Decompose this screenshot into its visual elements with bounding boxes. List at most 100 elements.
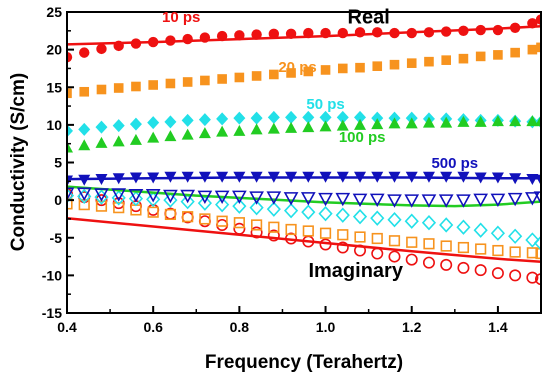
50-ps-imaginary-point <box>404 213 419 229</box>
y-tick-label: 25 <box>46 4 62 20</box>
50-ps-real-point <box>354 110 367 124</box>
20-ps-imaginary-point <box>440 240 452 252</box>
100-ps-real-point <box>405 117 418 129</box>
y-axis-title: Conductivity (S/cm) <box>8 73 29 251</box>
500-ps-imaginary-point <box>232 190 247 205</box>
50-ps-imaginary-point <box>473 222 488 238</box>
10-ps-imaginary-point <box>491 267 504 280</box>
20-ps-real-point <box>217 74 227 84</box>
10-ps-imaginary-point <box>526 271 539 284</box>
y-axis-ticks: -15 -10 -5 0 5 10 15 20 25 <box>42 4 74 321</box>
50-ps-real-point <box>285 110 298 124</box>
y-tick-label: 0 <box>54 192 62 208</box>
100-ps-real-point <box>233 124 246 136</box>
100-ps-real-point <box>336 119 349 131</box>
20-ps-real-point <box>536 42 541 53</box>
100-ps-real-point <box>354 118 367 130</box>
500-ps-imaginary-point <box>456 194 471 208</box>
20-ps-real-point <box>286 68 296 78</box>
50-ps-real-point <box>129 117 142 131</box>
50-ps-real-point <box>371 111 384 125</box>
500-ps-real-point <box>78 174 91 186</box>
50-ps-imaginary-point <box>215 196 230 213</box>
100-ps-real-point <box>509 115 522 127</box>
100-ps-real-point <box>198 127 211 139</box>
100-ps-real-point <box>440 116 453 128</box>
50-ps-imaginary-point <box>301 204 316 220</box>
20-ps-real-point <box>320 65 331 75</box>
50-ps-imaginary-point <box>439 217 454 233</box>
50-ps-imaginary-point <box>283 202 299 219</box>
10-ps-real-series <box>67 14 541 63</box>
500-ps-imaginary-point <box>421 194 437 208</box>
20-ps-imaginary-point <box>285 223 297 236</box>
10-ps-imaginary-point <box>336 241 349 254</box>
x-tick-label: 1.4 <box>488 319 508 335</box>
10-ps-real-point <box>79 47 90 58</box>
50-ps-imaginary-point <box>94 189 109 205</box>
10-ps-real-point <box>268 28 280 40</box>
500-ps-imaginary-point <box>128 189 144 203</box>
20-ps-real-point <box>251 71 262 81</box>
x-tick-label: 1.0 <box>316 319 336 335</box>
20-ps-real-point <box>67 88 72 99</box>
100-ps-real-point <box>164 130 177 142</box>
500-ps-imaginary-point <box>525 192 540 206</box>
20-ps-real-point <box>406 58 417 68</box>
500-ps-imaginary-point <box>387 194 402 208</box>
x-axis-title: Frequency (Terahertz) <box>205 352 403 373</box>
10-ps-imaginary-point <box>95 194 108 207</box>
100-ps-imaginary-fit-line <box>67 185 541 208</box>
50-ps-imaginary-point <box>533 235 541 251</box>
50-ps-real-point <box>95 120 108 134</box>
10-ps-imaginary-point <box>509 269 522 282</box>
50-ps-real-point <box>147 116 160 130</box>
20-ps-imaginary-point <box>164 208 177 221</box>
20-ps-real-point <box>493 50 503 60</box>
20-ps-imaginary-point <box>233 217 245 229</box>
50-ps-imaginary-point <box>111 190 126 206</box>
10-ps-imaginary-point <box>250 226 263 239</box>
50-ps-imaginary-point <box>197 195 212 211</box>
20-ps-real-point <box>96 84 107 95</box>
y-tick-label: -15 <box>42 305 62 321</box>
20-ps-imaginary-point <box>475 243 487 255</box>
50-ps-real-point <box>164 115 177 129</box>
100-ps-real-point <box>216 125 229 137</box>
50-ps-imaginary-point <box>508 228 523 244</box>
plot-marks <box>67 14 541 286</box>
50-ps-real-point <box>198 113 211 127</box>
20-ps-real-point <box>165 78 176 89</box>
500-ps-imaginary-point <box>300 192 316 206</box>
50-ps-imaginary-point <box>387 212 402 228</box>
20-ps-imaginary-point <box>147 206 159 218</box>
20-ps-real-point <box>527 44 538 55</box>
50-ps-real-point <box>302 110 315 124</box>
20-ps-imaginary-point <box>423 238 435 250</box>
y-tick-label: 5 <box>54 155 62 171</box>
500-ps-imaginary-point <box>266 191 282 205</box>
20-ps-imaginary-point <box>535 247 541 260</box>
20-ps-imaginary-point <box>354 231 366 243</box>
20-ps-imaginary-point <box>251 219 263 231</box>
50-ps-imaginary-point <box>180 193 195 210</box>
10-ps-real-point <box>492 24 504 36</box>
100-ps-real-point <box>95 136 108 148</box>
500-ps-imaginary-series <box>67 187 541 208</box>
x-tick-label: 1.2 <box>402 319 422 335</box>
20-ps-real-point <box>475 51 486 62</box>
20-ps-imaginary-point <box>388 235 401 247</box>
20-ps-imaginary-point <box>492 244 504 257</box>
500-ps-imaginary-point <box>214 190 230 205</box>
annotation-500-ps: 500 ps <box>431 155 478 172</box>
annotations: Real Imaginary 10 ps 20 ps 50 ps 100 ps 500 ps <box>162 6 478 282</box>
20-ps-real-point <box>148 80 158 90</box>
100-ps-real-point <box>147 131 160 143</box>
10-ps-imaginary-point <box>216 218 229 231</box>
20-ps-real-point <box>355 62 365 73</box>
10-ps-real-point <box>182 33 193 45</box>
50-ps-real-point <box>233 111 246 125</box>
20-ps-real-point <box>269 69 279 80</box>
50-ps-imaginary-point <box>266 201 281 217</box>
500-ps-imaginary-point <box>197 190 213 205</box>
